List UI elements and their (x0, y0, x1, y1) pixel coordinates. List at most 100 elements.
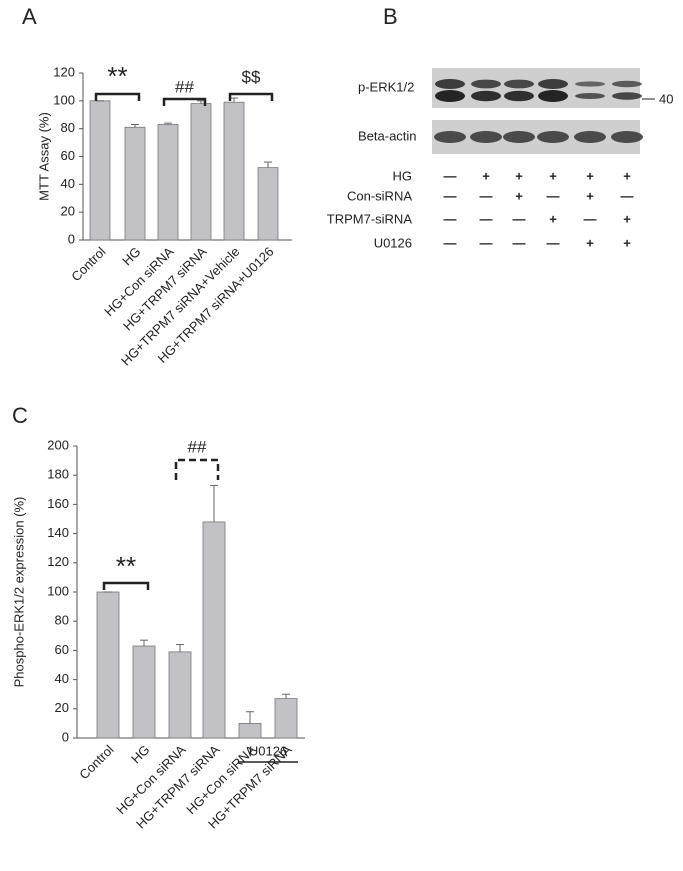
condition-sign: + (482, 168, 490, 183)
error-bar (197, 100, 205, 104)
condition-sign: — (513, 211, 526, 226)
condition-sign: — (547, 188, 560, 203)
condition-sign: — (480, 211, 493, 226)
bracket (174, 458, 220, 480)
condition-sign: — (444, 235, 457, 250)
y-tick-label: 120 (47, 554, 69, 569)
y-tick-label: 180 (47, 467, 69, 482)
condition-sign: — (513, 235, 526, 250)
condition-sign: + (586, 168, 594, 183)
error-bar (176, 644, 184, 652)
bar (132, 645, 156, 739)
condition-sign: — (621, 188, 634, 203)
bar (202, 521, 226, 739)
y-tick-label: 40 (55, 671, 69, 686)
y-tick-label: 120 (53, 64, 75, 79)
condition-label: Con-siRNA (347, 188, 412, 203)
y-tick-label: 20 (61, 204, 75, 219)
bracket (162, 97, 207, 106)
condition-sign: + (515, 188, 523, 203)
band (574, 131, 606, 143)
error-bar (264, 161, 272, 168)
y-tick-label: 200 (47, 437, 69, 452)
band-label: p-ERK1/2 (358, 79, 414, 94)
bar (274, 698, 298, 739)
panel-label: A (22, 4, 37, 29)
band-label: Beta-actin (358, 128, 417, 143)
error-bar (140, 639, 148, 647)
y-tick-label: 140 (47, 525, 69, 540)
band (575, 81, 605, 87)
error-bar (210, 484, 218, 522)
band (504, 90, 534, 102)
band (537, 131, 569, 143)
bar (168, 651, 192, 739)
y-tick-label: 100 (47, 583, 69, 598)
band (503, 131, 535, 143)
condition-sign: + (586, 235, 594, 250)
band (504, 79, 534, 89)
condition-sign: + (623, 168, 631, 183)
marker-label: 40 (659, 91, 673, 106)
y-tick-label: 160 (47, 496, 69, 511)
band (471, 90, 501, 102)
panel-label: B (383, 4, 398, 29)
y-tick-label: 80 (61, 120, 75, 135)
bar (96, 591, 120, 739)
condition-sign: — (444, 188, 457, 203)
bar (89, 100, 111, 241)
y-tick-label: 60 (61, 148, 75, 163)
y-tick-label: 60 (55, 642, 69, 657)
condition-label: U0126 (374, 235, 412, 250)
annotation: ** (107, 61, 127, 91)
bracket (102, 581, 150, 590)
condition-sign: — (547, 235, 560, 250)
band (538, 90, 568, 102)
condition-sign: — (480, 235, 493, 250)
y-tick-label: 20 (55, 700, 69, 715)
group-label: U0126 (249, 743, 287, 758)
band (435, 79, 465, 89)
bar (157, 124, 179, 241)
error-bar (282, 693, 290, 699)
condition-sign: — (584, 211, 597, 226)
condition-sign: — (480, 188, 493, 203)
y-tick-label: 40 (61, 176, 75, 191)
bar (223, 101, 245, 241)
error-bar (230, 97, 238, 103)
annotation: $$ (242, 67, 261, 86)
panel-label: C (12, 403, 28, 428)
y-axis-label: MTT Assay (%) (36, 112, 51, 201)
y-axis-label: Phospho-ERK1/2 expression (%) (11, 497, 26, 688)
y-tick-label: 80 (55, 613, 69, 628)
y-tick-label: 0 (62, 729, 69, 744)
band (575, 93, 605, 99)
band (612, 80, 642, 88)
band (611, 131, 643, 143)
band (434, 131, 466, 143)
condition-label: TRPM7-siRNA (327, 211, 413, 226)
band (435, 90, 465, 102)
condition-label: HG (393, 168, 413, 183)
condition-sign: + (623, 211, 631, 226)
bar (124, 126, 146, 241)
band (612, 92, 642, 100)
condition-sign: — (444, 168, 457, 183)
bar (238, 723, 262, 739)
annotation: ## (188, 437, 207, 456)
error-bar (131, 123, 139, 128)
condition-sign: + (515, 168, 523, 183)
annotation: ** (116, 551, 136, 581)
band (538, 79, 568, 89)
blot-strip (432, 68, 640, 108)
condition-sign: + (549, 211, 557, 226)
annotation: ## (175, 77, 194, 96)
bar (190, 103, 212, 241)
error-bar (246, 711, 254, 724)
condition-sign: + (586, 188, 594, 203)
condition-sign: — (444, 211, 457, 226)
bracket (94, 92, 141, 101)
bar (257, 167, 279, 241)
condition-sign: + (549, 168, 557, 183)
